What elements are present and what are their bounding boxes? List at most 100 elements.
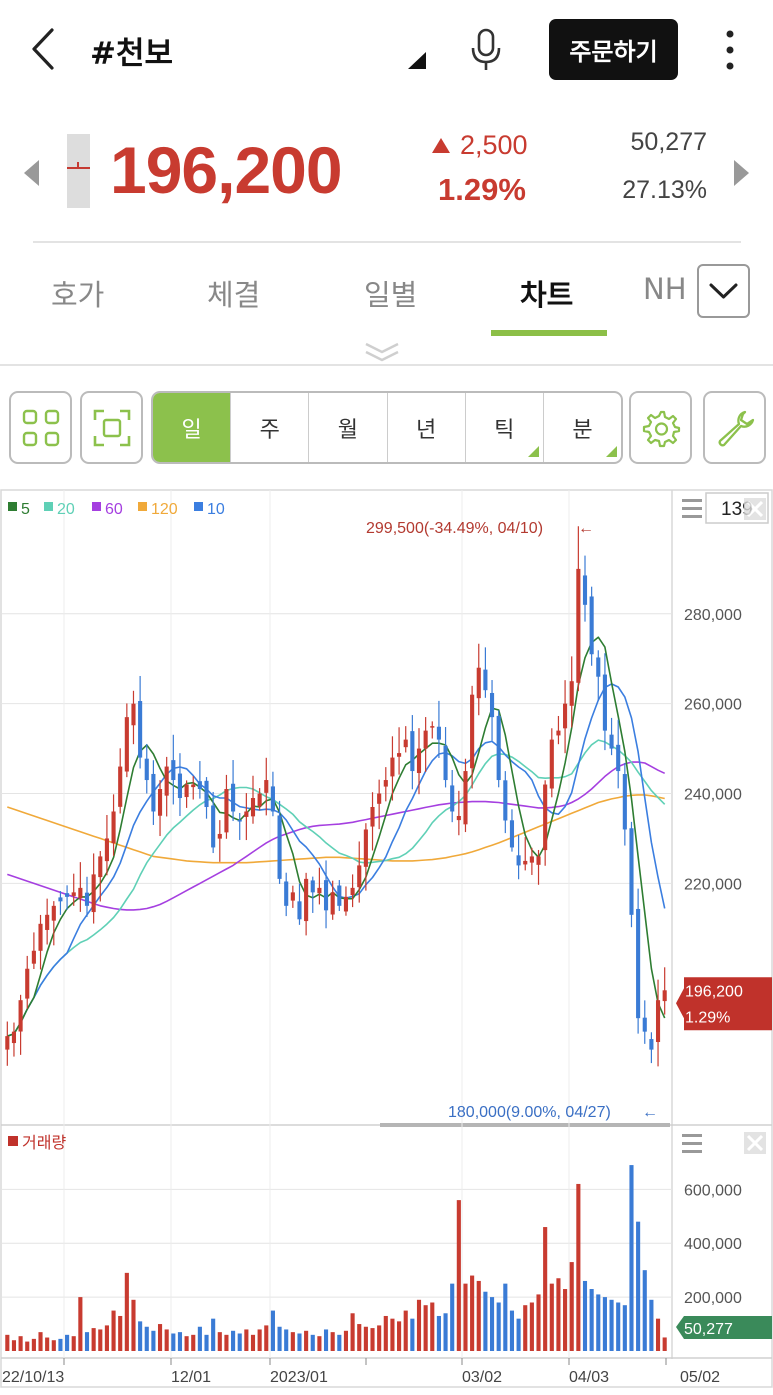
candle-body xyxy=(357,865,362,888)
volume-bar xyxy=(536,1294,541,1351)
candle-body xyxy=(330,892,335,915)
candle-body xyxy=(636,908,641,1019)
volume-bar xyxy=(436,1315,441,1351)
tab-menu-button[interactable] xyxy=(697,264,750,318)
period-tick-button[interactable]: 틱 xyxy=(466,393,544,462)
focus-button[interactable] xyxy=(80,391,143,464)
volume-bar xyxy=(410,1318,415,1351)
volume-bar xyxy=(470,1275,475,1351)
period-year-button[interactable]: 년 xyxy=(388,393,466,462)
period-day-button[interactable]: 일 xyxy=(153,393,232,462)
tab-chart[interactable]: 차트 xyxy=(520,278,574,312)
triangle-icon[interactable] xyxy=(408,52,426,69)
hamburger-icon[interactable] xyxy=(682,499,702,518)
volume-bar xyxy=(323,1329,329,1351)
volume-bar xyxy=(609,1299,614,1351)
volume-bar xyxy=(151,1330,156,1351)
volume-close-icon[interactable] xyxy=(744,1132,766,1154)
price-tick-label: 260,000 xyxy=(684,697,742,714)
volume-tick-label: 400,000 xyxy=(684,1236,742,1253)
volume-bar xyxy=(443,1313,448,1351)
candle-body xyxy=(556,730,561,736)
candle-body xyxy=(231,783,236,812)
volume-bar xyxy=(343,1330,349,1351)
candle-body xyxy=(649,1039,654,1050)
volume-bar xyxy=(330,1332,335,1351)
price-chart[interactable]: 280,000 260,000 240,000 220,000 600,000 400,0… xyxy=(0,489,773,1389)
chevron-left-icon[interactable] xyxy=(22,26,62,72)
candle-body xyxy=(237,820,242,822)
more-vertical-icon[interactable] xyxy=(718,28,742,72)
volume-bar xyxy=(549,1283,554,1351)
next-stock-arrow-icon[interactable] xyxy=(734,160,749,186)
trade-volume: 50,277 xyxy=(630,128,707,156)
microphone-icon[interactable] xyxy=(466,28,506,72)
candle-body xyxy=(450,785,455,812)
candle-body xyxy=(111,811,116,844)
candle-body xyxy=(662,990,667,1002)
tab-orderbook[interactable]: 호가 xyxy=(51,278,105,312)
volume-bar xyxy=(124,1272,129,1351)
double-chevron-down-icon[interactable] xyxy=(364,341,400,363)
volume-bar xyxy=(383,1315,388,1351)
layout-grid-button[interactable] xyxy=(9,391,72,464)
volume-bar xyxy=(45,1337,50,1351)
volume-bar xyxy=(370,1328,375,1351)
volume-bar xyxy=(616,1302,621,1351)
candle-body xyxy=(11,1031,17,1044)
candle-body xyxy=(157,789,163,816)
volume-bar xyxy=(450,1283,455,1351)
volume-bar xyxy=(456,1200,461,1351)
prev-stock-arrow-icon[interactable] xyxy=(24,160,39,186)
period-label: 월 xyxy=(337,417,359,443)
current-price-tag-pct: 1.29% xyxy=(685,1009,730,1026)
close-icon[interactable] xyxy=(744,498,766,520)
candle-body xyxy=(337,885,342,906)
volume-bar xyxy=(350,1313,355,1351)
candle-body xyxy=(370,807,375,827)
candle-body xyxy=(31,950,36,964)
volume-bar xyxy=(58,1338,63,1351)
period-week-button[interactable]: 주 xyxy=(231,393,310,462)
candle-body xyxy=(65,893,70,897)
candle-body xyxy=(144,758,149,781)
period-minute-button[interactable]: 분 xyxy=(544,393,621,462)
chart-tools-button[interactable] xyxy=(703,391,766,464)
candle-body xyxy=(397,753,402,757)
tab-daily[interactable]: 일별 xyxy=(364,278,418,312)
candle-body xyxy=(509,820,515,848)
period-month-button[interactable]: 월 xyxy=(309,393,388,462)
volume-hamburger-icon[interactable] xyxy=(682,1134,702,1153)
candle-body xyxy=(363,829,368,867)
order-button[interactable]: 주문하기 xyxy=(549,19,678,80)
candle-body xyxy=(297,901,302,920)
volume-bar xyxy=(144,1326,149,1351)
candle-body xyxy=(211,805,216,848)
chart-canvas[interactable]: 280,000 260,000 240,000 220,000 600,000 400,0… xyxy=(0,489,773,1389)
time-tick-label: 05/02 xyxy=(680,1369,720,1386)
volume-bar xyxy=(569,1262,574,1351)
candle-body xyxy=(563,703,568,729)
volume-bar xyxy=(489,1297,495,1351)
period-label: 일 xyxy=(181,417,202,443)
candle-body xyxy=(436,726,441,740)
stock-title[interactable]: #천보 xyxy=(90,36,174,72)
candle-body xyxy=(655,1000,661,1043)
volume-bar xyxy=(310,1334,315,1351)
chart-settings-button[interactable] xyxy=(629,391,692,464)
tab-nh[interactable]: NH xyxy=(643,272,687,306)
volume-bar xyxy=(171,1333,176,1351)
candle-body xyxy=(191,784,196,788)
candle-body xyxy=(284,881,289,906)
volume-bar xyxy=(563,1289,568,1351)
candle-body xyxy=(78,887,83,899)
candle-body xyxy=(403,739,408,748)
legend-swatch xyxy=(138,502,147,511)
candle-body xyxy=(138,701,143,758)
tab-trades[interactable]: 체결 xyxy=(207,278,261,312)
volume-bar xyxy=(476,1280,481,1351)
time-tick-label: 12/01 xyxy=(171,1369,211,1386)
candle-body xyxy=(456,815,461,821)
volume-bar xyxy=(503,1283,508,1351)
volume-bar xyxy=(31,1338,36,1351)
